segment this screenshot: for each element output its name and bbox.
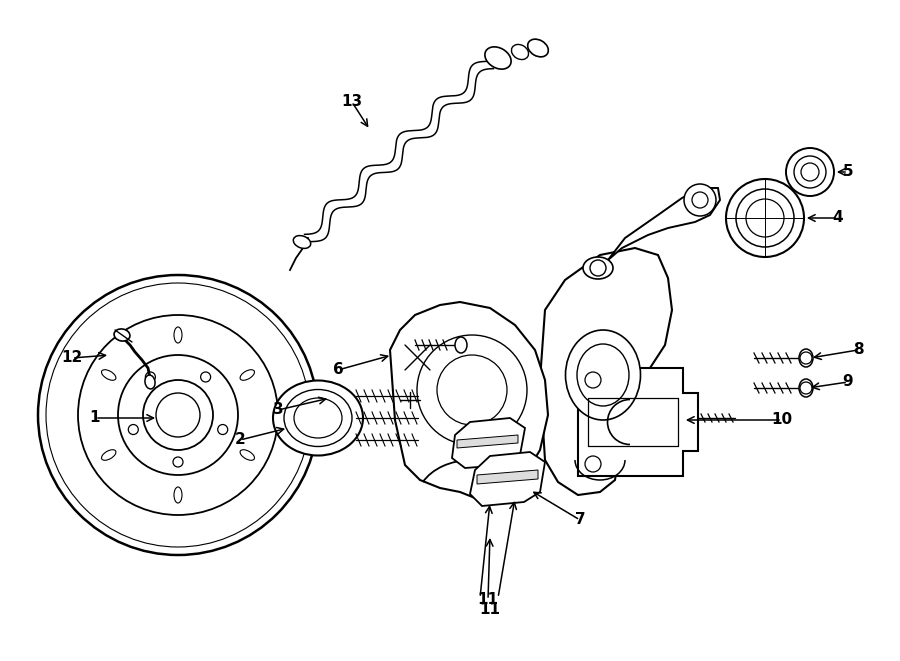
Text: 3: 3 [273, 403, 284, 418]
Polygon shape [608, 188, 720, 260]
Circle shape [156, 393, 200, 437]
Polygon shape [470, 452, 545, 506]
Circle shape [129, 424, 139, 434]
Ellipse shape [786, 148, 834, 196]
Polygon shape [452, 418, 525, 468]
Polygon shape [390, 302, 548, 500]
Circle shape [585, 456, 601, 472]
Ellipse shape [583, 257, 613, 279]
Ellipse shape [799, 379, 813, 397]
Ellipse shape [801, 163, 819, 181]
Text: 9: 9 [842, 375, 853, 389]
Ellipse shape [293, 235, 310, 249]
Text: 13: 13 [341, 95, 363, 110]
Polygon shape [578, 368, 698, 476]
Circle shape [146, 372, 156, 382]
Polygon shape [457, 435, 518, 448]
Circle shape [218, 424, 228, 434]
Ellipse shape [511, 44, 528, 59]
Text: 10: 10 [771, 412, 793, 428]
Text: 8: 8 [852, 342, 863, 358]
Text: 12: 12 [61, 350, 83, 366]
Text: 1: 1 [90, 410, 100, 426]
Circle shape [437, 355, 507, 425]
Circle shape [201, 372, 211, 382]
Text: 11: 11 [480, 602, 500, 617]
Ellipse shape [799, 349, 813, 367]
Text: 4: 4 [832, 210, 843, 225]
Ellipse shape [284, 389, 352, 446]
Ellipse shape [294, 398, 342, 438]
Circle shape [78, 315, 278, 515]
Polygon shape [477, 470, 538, 484]
Ellipse shape [565, 330, 641, 420]
Ellipse shape [455, 337, 467, 353]
Circle shape [173, 457, 183, 467]
Circle shape [143, 380, 213, 450]
Text: 6: 6 [333, 362, 344, 377]
Ellipse shape [726, 179, 804, 257]
Text: 2: 2 [235, 432, 246, 447]
Ellipse shape [736, 189, 794, 247]
Circle shape [800, 352, 812, 364]
Circle shape [590, 260, 606, 276]
Circle shape [118, 355, 238, 475]
Ellipse shape [577, 344, 629, 406]
Ellipse shape [273, 381, 363, 455]
Circle shape [692, 192, 708, 208]
Text: 11: 11 [478, 592, 499, 607]
Ellipse shape [794, 156, 826, 188]
Circle shape [800, 382, 812, 394]
Ellipse shape [114, 329, 130, 341]
Text: 5: 5 [842, 165, 853, 180]
Ellipse shape [746, 199, 784, 237]
Ellipse shape [527, 39, 548, 57]
Circle shape [38, 275, 318, 555]
Polygon shape [540, 248, 672, 495]
Circle shape [417, 335, 527, 445]
Ellipse shape [145, 375, 155, 389]
Ellipse shape [485, 47, 511, 69]
Circle shape [684, 184, 716, 216]
Text: 7: 7 [575, 512, 585, 527]
Circle shape [585, 372, 601, 388]
